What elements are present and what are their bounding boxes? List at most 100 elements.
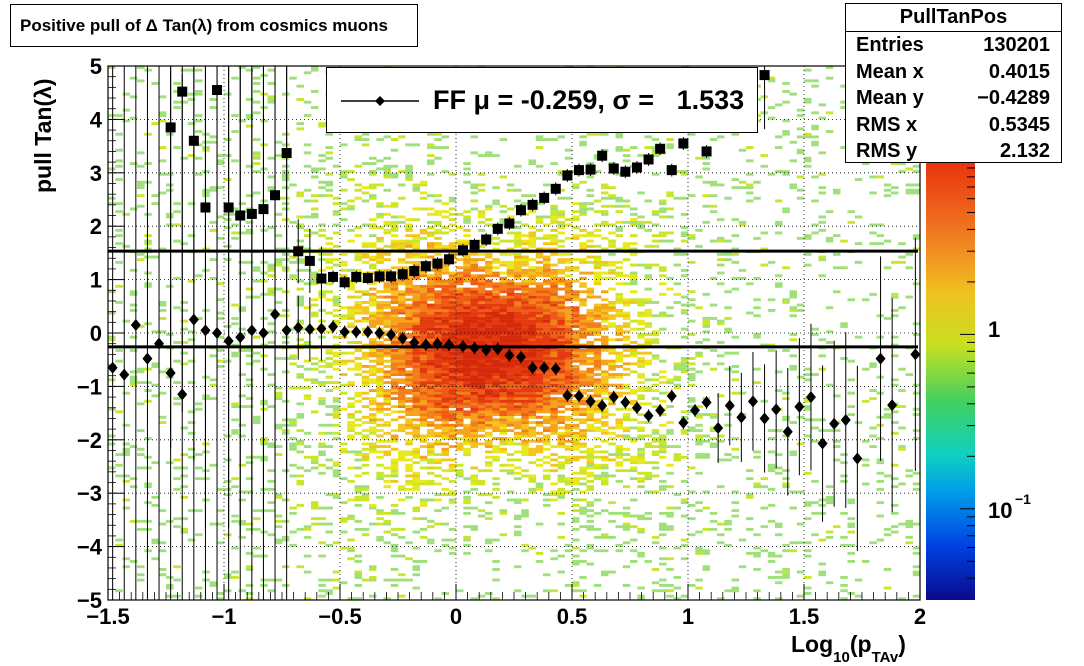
heat-cell bbox=[564, 359, 573, 363]
heat-cell bbox=[557, 431, 565, 435]
heat-cell bbox=[376, 450, 384, 454]
heat-cell bbox=[267, 322, 275, 326]
heat-cell bbox=[376, 386, 384, 390]
heat-cell bbox=[158, 541, 167, 545]
heat-cell bbox=[390, 343, 399, 347]
heat-cell bbox=[702, 204, 710, 208]
heat-cell bbox=[398, 170, 406, 173]
heat-cell bbox=[296, 322, 304, 326]
heat-cell bbox=[347, 367, 355, 371]
heat-cell bbox=[209, 397, 217, 400]
heat-cell bbox=[383, 354, 391, 358]
heat-cell bbox=[564, 351, 573, 355]
heat-cell bbox=[354, 576, 362, 579]
heat-cell bbox=[477, 335, 486, 339]
heat-cell bbox=[376, 535, 384, 539]
heat-cell bbox=[514, 589, 522, 593]
heat-cell bbox=[608, 314, 616, 318]
heat-cell bbox=[361, 242, 370, 246]
heat-cell bbox=[412, 301, 420, 304]
heat-cell bbox=[419, 418, 428, 422]
heat-cell bbox=[463, 279, 471, 283]
heat-cell bbox=[550, 463, 558, 467]
heat-cell bbox=[470, 290, 478, 294]
heat-cell bbox=[622, 413, 631, 416]
heat-cell bbox=[354, 373, 362, 376]
heat-cell bbox=[354, 490, 362, 494]
heat-cell bbox=[260, 106, 268, 109]
heat-cell bbox=[238, 535, 246, 539]
heat-cell bbox=[637, 437, 645, 440]
heat-cell bbox=[695, 551, 703, 555]
heat-cell bbox=[332, 295, 341, 299]
heat-cell bbox=[622, 247, 631, 251]
heat-cell bbox=[688, 290, 696, 294]
heat-cell bbox=[767, 466, 776, 470]
heat-cell bbox=[579, 455, 587, 459]
heat-cell bbox=[521, 389, 529, 392]
heat-cell bbox=[390, 439, 399, 443]
heat-cell bbox=[543, 236, 551, 240]
heat-cell bbox=[296, 287, 304, 291]
heat-cell bbox=[398, 290, 406, 294]
heat-cell bbox=[680, 543, 689, 547]
heat-cell bbox=[463, 263, 471, 267]
heat-cell bbox=[405, 349, 413, 352]
heat-cell bbox=[347, 450, 355, 454]
heat-cell bbox=[557, 333, 565, 336]
heat-cell bbox=[383, 485, 391, 489]
heat-cell bbox=[557, 466, 565, 470]
heat-cell bbox=[622, 426, 631, 430]
heat-cell bbox=[354, 474, 362, 478]
heat-cell bbox=[572, 378, 580, 382]
heat-cell bbox=[550, 354, 558, 358]
heat-cell bbox=[245, 584, 254, 587]
heat-cell bbox=[717, 597, 725, 601]
heat-cell bbox=[550, 415, 558, 419]
heat-cell bbox=[521, 399, 529, 403]
heat-cell bbox=[601, 410, 609, 414]
heat-cell bbox=[506, 290, 515, 294]
heat-cell bbox=[282, 423, 290, 427]
heat-cell bbox=[463, 301, 471, 304]
heat-cell bbox=[463, 391, 471, 395]
heat-cell bbox=[557, 212, 565, 216]
heat-cell bbox=[615, 298, 623, 302]
heat-cell bbox=[412, 560, 420, 563]
heat-cell bbox=[340, 317, 348, 320]
heat-cell bbox=[485, 362, 493, 366]
heat-cell bbox=[550, 322, 558, 326]
heat-cell bbox=[557, 511, 565, 515]
heat-cell bbox=[296, 279, 304, 283]
heat-cell bbox=[434, 325, 442, 328]
heat-cell bbox=[804, 586, 812, 590]
heat-cell bbox=[622, 429, 631, 432]
heat-cell bbox=[477, 330, 486, 334]
heat-cell bbox=[659, 562, 667, 566]
heat-cell bbox=[521, 260, 529, 264]
heat-cell bbox=[586, 290, 594, 294]
heat-cell bbox=[615, 172, 623, 176]
heat-cell bbox=[688, 466, 696, 470]
heat-cell bbox=[398, 511, 406, 515]
heat-cell bbox=[151, 383, 159, 387]
heat-cell bbox=[427, 423, 435, 427]
heat-cell bbox=[448, 381, 457, 384]
heat-cell bbox=[137, 204, 145, 208]
heat-cell bbox=[332, 423, 341, 427]
heat-cell bbox=[753, 533, 761, 537]
heat-cell bbox=[470, 314, 478, 318]
heat-cell bbox=[376, 407, 384, 411]
heat-cell bbox=[332, 431, 341, 435]
heat-cell bbox=[608, 271, 616, 275]
heat-cell bbox=[376, 268, 384, 272]
heat-cell bbox=[586, 543, 594, 547]
heat-cell bbox=[369, 381, 377, 384]
heat-cell bbox=[463, 450, 471, 454]
heat-cell bbox=[506, 405, 515, 408]
heat-cell bbox=[296, 527, 304, 531]
heat-cell bbox=[390, 287, 399, 291]
heat-cell bbox=[115, 202, 123, 206]
heat-cell bbox=[332, 495, 341, 499]
heat-cell bbox=[557, 410, 565, 414]
